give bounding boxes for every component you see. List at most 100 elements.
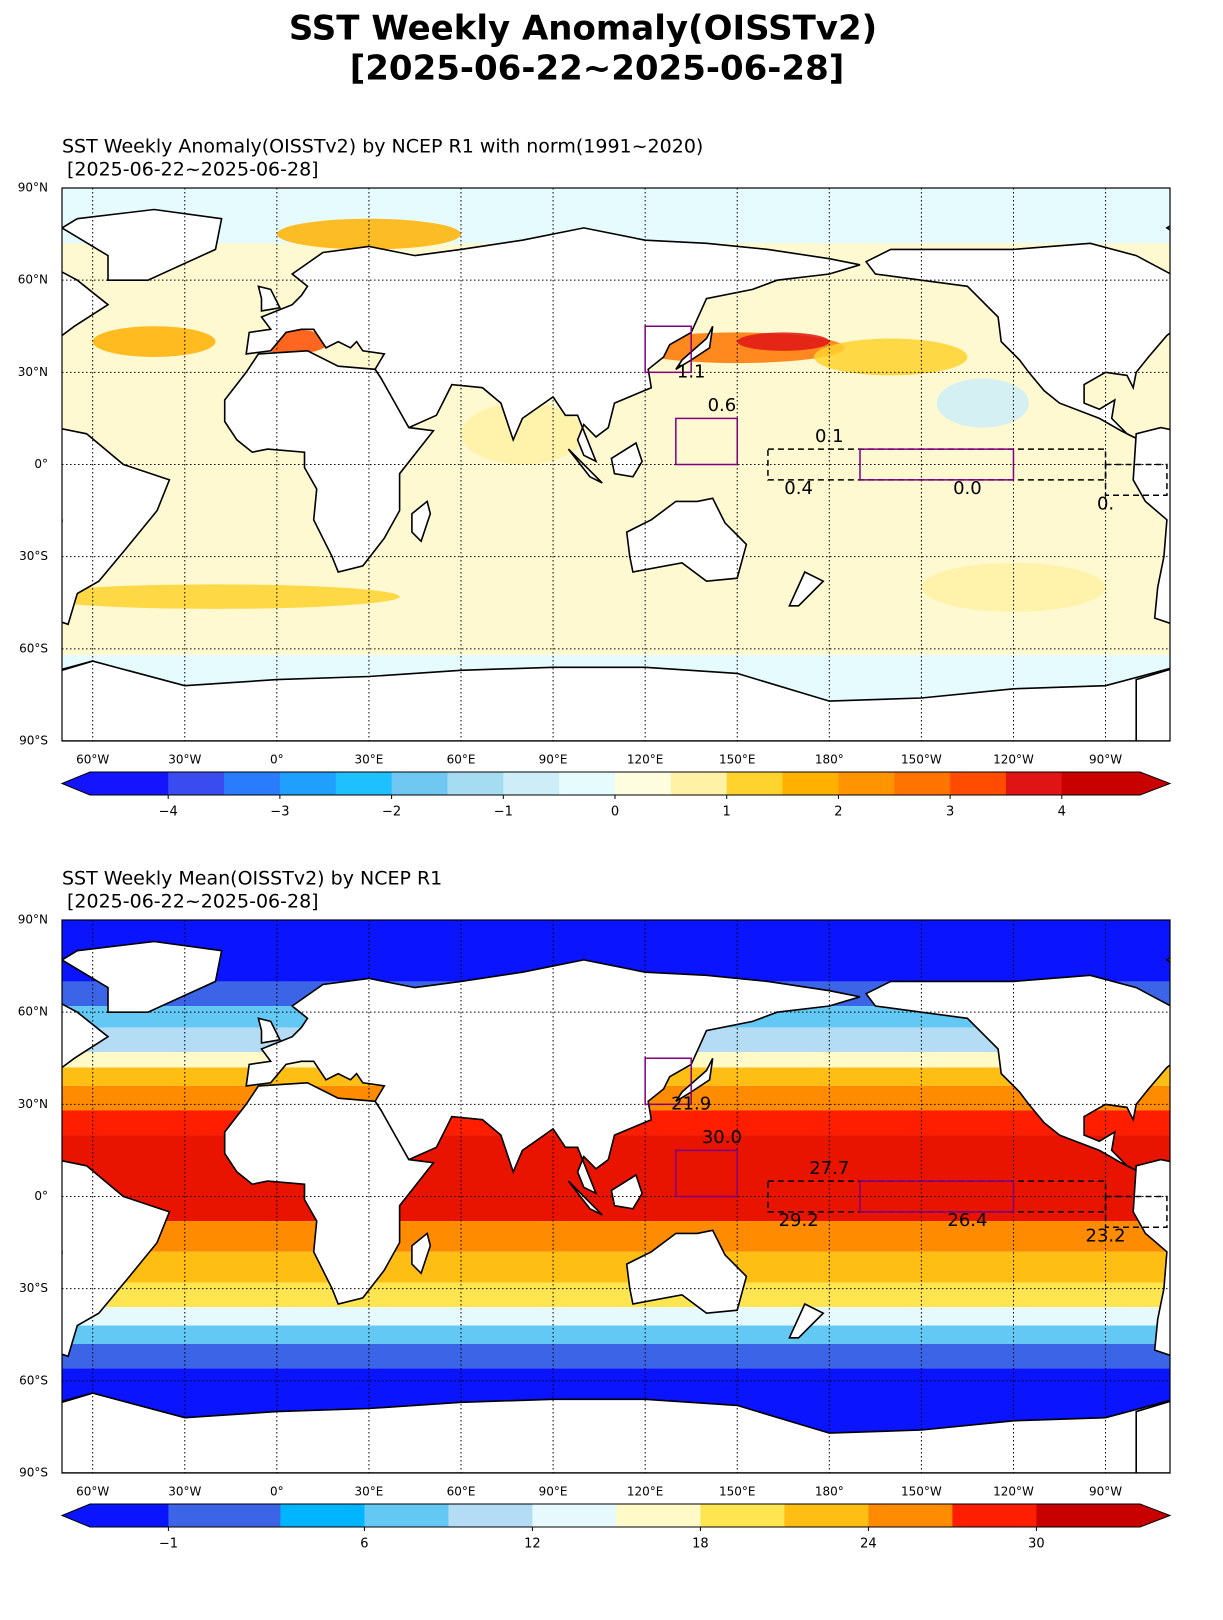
main-title-dates: [2025-06-22~2025-06-28] (350, 49, 845, 89)
colorbar-bin (90, 772, 169, 795)
region-value: 0.4 (784, 478, 813, 499)
region-box (1104, 463, 1168, 496)
region-value: 0. (1097, 493, 1114, 514)
colorbar-bin (1036, 1504, 1141, 1527)
region-value: 0.1 (815, 426, 844, 447)
land (223, 349, 435, 573)
land (62, 660, 1170, 741)
lon-label: 90°W (1089, 753, 1122, 767)
colorbar-bin (279, 772, 337, 795)
region-box (675, 1149, 738, 1198)
land (1132, 426, 1170, 625)
colorbar-bin (335, 772, 393, 795)
land (1135, 1400, 1170, 1473)
colorbar-bin (532, 1504, 617, 1527)
panel-dates: [2025-06-22~2025-06-28] (67, 891, 319, 913)
colorbar-bin (616, 1504, 701, 1527)
colorbar-bin (391, 772, 448, 795)
region-value: 23.2 (1086, 1225, 1126, 1246)
lon-label: 150°E (719, 1485, 756, 1499)
land (62, 1160, 171, 1358)
land (62, 428, 171, 626)
colorbar-bin (670, 772, 728, 795)
land (62, 1392, 1170, 1473)
colorbar-tick-label: 2 (834, 805, 842, 820)
land (62, 208, 223, 282)
colorbar-tick-label: 4 (1058, 805, 1066, 820)
region-value: 26.4 (947, 1210, 987, 1231)
land (625, 497, 748, 583)
land (788, 570, 825, 607)
land (788, 1302, 825, 1339)
lon-label: 90°W (1089, 1485, 1122, 1499)
colorbar-tick-label: −2 (382, 805, 401, 820)
colorbar-bin (503, 772, 560, 795)
colorbar-frame (60, 771, 1172, 796)
land (864, 242, 1170, 441)
lat-label: 90°N (18, 913, 48, 927)
region-box (859, 448, 1015, 481)
colorbar-bin (168, 772, 225, 795)
colorbar-bin (700, 1504, 785, 1527)
map-frame (61, 187, 1171, 742)
land (1165, 957, 1170, 963)
colorbar-bin (224, 772, 281, 795)
region-value: 21.9 (671, 1093, 711, 1114)
lon-label: 60°E (447, 753, 476, 767)
anomaly-patch (62, 584, 400, 609)
lon-label: 120°E (627, 753, 664, 767)
lon-label: 180° (815, 753, 844, 767)
region-box (644, 325, 692, 374)
lon-label: 150°E (719, 753, 756, 767)
colorbar-tick-label: 18 (692, 1537, 709, 1552)
colorbar-bin (559, 772, 616, 795)
colorbar-tick-label: 3 (946, 805, 954, 820)
land (62, 1003, 110, 1069)
lon-label: 30°E (354, 1485, 383, 1499)
anomaly-patch (813, 338, 968, 376)
land (610, 441, 643, 478)
colorbar-bin (952, 1504, 1037, 1527)
colorbar-tick-label: 30 (1028, 1537, 1045, 1552)
lon-label: 30°E (354, 753, 383, 767)
anomaly-patch (276, 218, 462, 250)
lon-label: 120°W (993, 753, 1034, 767)
lon-label: 60°W (76, 1485, 109, 1499)
temp-band (62, 1251, 1170, 1283)
region-box (644, 1057, 692, 1106)
temp-band (62, 1221, 1170, 1252)
colorbar-tick-label: −4 (159, 805, 178, 820)
region-value: 1.1 (677, 361, 706, 382)
temp-band (62, 1282, 1170, 1308)
colorbar-bin (782, 772, 839, 795)
colorbar-tick-label: 6 (360, 1537, 368, 1552)
region-value: 0.0 (953, 478, 982, 499)
region-value: 29.2 (779, 1210, 819, 1231)
colorbar-bin (447, 772, 504, 795)
land (411, 499, 432, 543)
lat-label: 30°S (19, 549, 48, 563)
region-value: 0.6 (708, 395, 737, 416)
colorbar-extend-low (62, 772, 90, 795)
colorbar-tick-label: −1 (159, 1537, 178, 1552)
colorbar-bin (868, 1504, 953, 1527)
anomaly-patch (936, 378, 1029, 428)
colorbar-bin (894, 772, 951, 795)
temp-band (62, 1343, 1170, 1369)
lon-label: 90°E (539, 1485, 568, 1499)
lon-label: 180° (815, 1485, 844, 1499)
land (223, 1081, 435, 1305)
region-box (675, 417, 738, 466)
colorbar-bin (950, 772, 1007, 795)
lon-label: 90°E (539, 753, 568, 767)
region-box (859, 1180, 1015, 1213)
colorbar-bin (364, 1504, 449, 1527)
colorbar-bin (726, 772, 784, 795)
map: 1.10.6 0.1 0.4 0.0 0. (62, 188, 1170, 741)
colorbar-frame (60, 1503, 1172, 1528)
lat-label: 30°S (19, 1281, 48, 1295)
lon-label: 150°W (901, 753, 942, 767)
colorbar-tick-label: −1 (494, 805, 513, 820)
colorbar-bin (90, 1504, 169, 1527)
lat-label: 0° (34, 457, 48, 471)
